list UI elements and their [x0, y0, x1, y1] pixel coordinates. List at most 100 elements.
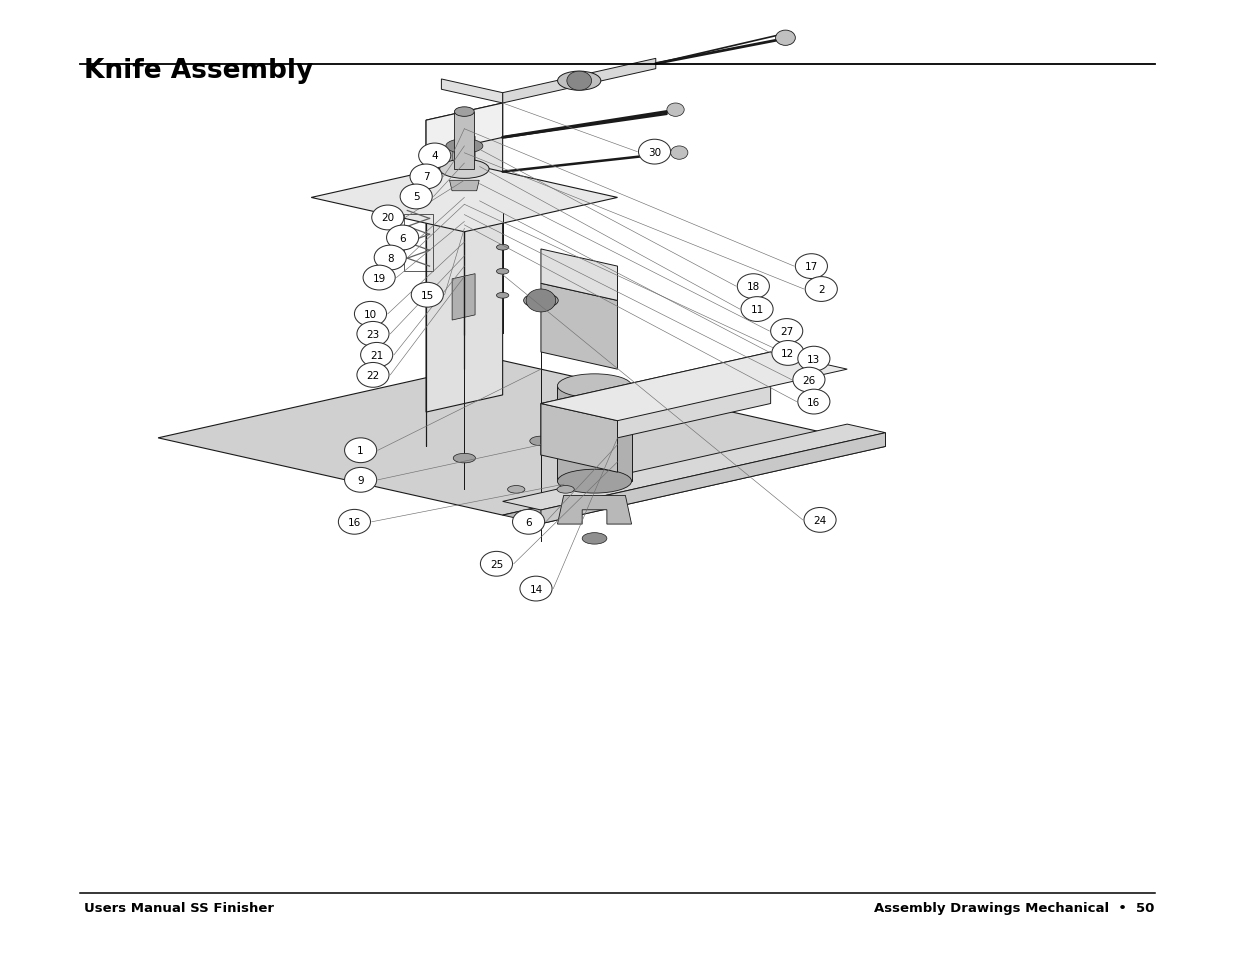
Circle shape	[363, 266, 395, 291]
Text: 5: 5	[412, 193, 420, 202]
Ellipse shape	[530, 436, 552, 446]
Bar	[404, 214, 433, 272]
Text: 19: 19	[373, 274, 385, 283]
Text: 12: 12	[782, 349, 794, 358]
Circle shape	[772, 341, 804, 366]
Ellipse shape	[446, 139, 483, 153]
Circle shape	[795, 254, 827, 279]
Polygon shape	[541, 250, 618, 301]
Circle shape	[798, 347, 830, 372]
Polygon shape	[452, 274, 475, 321]
Circle shape	[480, 552, 513, 577]
Bar	[454, 112, 474, 170]
Text: 8: 8	[387, 253, 394, 263]
Polygon shape	[541, 353, 771, 456]
Polygon shape	[426, 104, 503, 155]
Circle shape	[737, 274, 769, 299]
Polygon shape	[450, 181, 479, 192]
Text: 27: 27	[781, 327, 793, 336]
Circle shape	[410, 165, 442, 190]
Text: 4: 4	[431, 152, 438, 161]
Text: 24: 24	[814, 516, 826, 525]
Bar	[557, 386, 631, 481]
Text: 13: 13	[808, 355, 820, 364]
Circle shape	[338, 510, 370, 535]
Circle shape	[798, 390, 830, 415]
Circle shape	[357, 322, 389, 347]
Circle shape	[671, 147, 688, 160]
Circle shape	[361, 343, 393, 368]
Circle shape	[387, 226, 419, 251]
Polygon shape	[158, 361, 847, 516]
Text: 1: 1	[357, 446, 364, 456]
Ellipse shape	[440, 160, 489, 179]
Text: 23: 23	[367, 330, 379, 339]
Ellipse shape	[524, 294, 558, 309]
Text: 6: 6	[399, 233, 406, 243]
Ellipse shape	[496, 245, 509, 251]
Circle shape	[638, 140, 671, 165]
Polygon shape	[541, 434, 885, 524]
Polygon shape	[503, 425, 885, 511]
Circle shape	[805, 277, 837, 302]
Text: 30: 30	[648, 148, 661, 157]
Circle shape	[520, 577, 552, 601]
Ellipse shape	[582, 533, 606, 544]
Text: 26: 26	[803, 375, 815, 385]
Text: 21: 21	[370, 351, 383, 360]
Circle shape	[776, 31, 795, 47]
Circle shape	[411, 283, 443, 308]
Text: 16: 16	[808, 397, 820, 407]
Ellipse shape	[508, 486, 525, 494]
Text: 10: 10	[364, 310, 377, 319]
Circle shape	[741, 297, 773, 322]
Polygon shape	[441, 80, 503, 104]
Circle shape	[567, 72, 592, 91]
Text: 17: 17	[805, 262, 818, 272]
Text: 22: 22	[367, 371, 379, 380]
Ellipse shape	[557, 486, 574, 494]
Polygon shape	[426, 104, 503, 413]
Circle shape	[419, 144, 451, 169]
Text: Users Manual SS Finisher: Users Manual SS Finisher	[84, 901, 274, 914]
Circle shape	[345, 438, 377, 463]
Text: 2: 2	[818, 285, 825, 294]
Polygon shape	[541, 404, 618, 473]
Text: 18: 18	[747, 282, 760, 292]
Circle shape	[345, 468, 377, 493]
Text: 16: 16	[348, 517, 361, 527]
Circle shape	[513, 510, 545, 535]
Text: 15: 15	[421, 291, 433, 300]
Ellipse shape	[496, 269, 509, 274]
Ellipse shape	[606, 419, 629, 429]
Ellipse shape	[557, 72, 600, 91]
Polygon shape	[541, 353, 847, 421]
Polygon shape	[557, 496, 631, 524]
Text: 11: 11	[751, 305, 763, 314]
Circle shape	[357, 363, 389, 388]
Circle shape	[372, 206, 404, 231]
Text: Knife Assembly: Knife Assembly	[84, 58, 314, 84]
Text: 25: 25	[490, 559, 503, 569]
Text: 6: 6	[525, 517, 532, 527]
Ellipse shape	[557, 470, 631, 494]
Text: 7: 7	[422, 172, 430, 182]
Circle shape	[793, 368, 825, 393]
Text: 20: 20	[382, 213, 394, 223]
Ellipse shape	[683, 402, 705, 412]
Circle shape	[526, 290, 556, 313]
Ellipse shape	[453, 454, 475, 463]
Polygon shape	[503, 59, 656, 104]
Text: 14: 14	[530, 584, 542, 594]
Circle shape	[667, 104, 684, 117]
Text: 9: 9	[357, 476, 364, 485]
Circle shape	[354, 302, 387, 327]
Ellipse shape	[496, 294, 509, 299]
Ellipse shape	[454, 108, 474, 117]
Circle shape	[804, 508, 836, 533]
Polygon shape	[503, 438, 885, 524]
Polygon shape	[311, 164, 618, 233]
Polygon shape	[541, 284, 618, 370]
Ellipse shape	[557, 375, 631, 398]
Text: Assembly Drawings Mechanical  •  50: Assembly Drawings Mechanical • 50	[874, 901, 1155, 914]
